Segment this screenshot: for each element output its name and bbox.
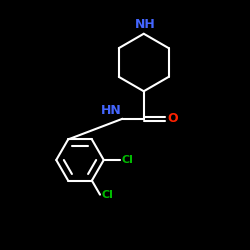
Text: Cl: Cl: [101, 190, 113, 200]
Text: NH: NH: [134, 18, 156, 31]
Text: O: O: [167, 112, 177, 125]
Text: HN: HN: [100, 104, 121, 117]
Text: Cl: Cl: [121, 155, 133, 165]
